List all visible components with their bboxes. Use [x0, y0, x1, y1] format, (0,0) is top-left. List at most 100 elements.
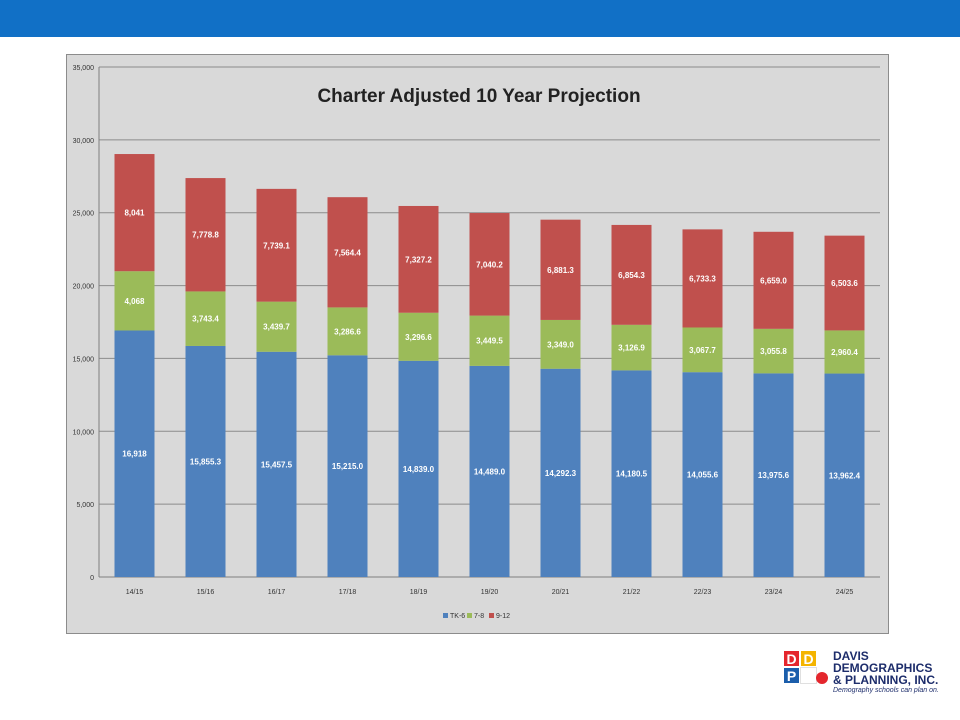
bar-tk-6 [185, 345, 226, 577]
data-label: 3,286.6 [334, 327, 361, 336]
data-label: 7,040.2 [476, 260, 503, 269]
bar-9-12 [753, 231, 794, 329]
bar-7-8 [256, 301, 297, 352]
bar-9-12 [469, 213, 510, 316]
legend-swatch [467, 613, 472, 618]
x-tick-label: 24/25 [836, 589, 854, 596]
data-label: 8,041 [124, 209, 145, 218]
data-label: 3,055.8 [760, 347, 787, 356]
bar-9-12 [256, 188, 297, 302]
logo-tile-p: P [783, 667, 800, 684]
bar-7-8 [114, 271, 155, 331]
y-tick-label: 10,000 [73, 429, 95, 436]
data-label: 14,180.5 [616, 470, 648, 479]
logo-line-2: DEMOGRAPHICS [833, 661, 933, 675]
bar-tk-6 [327, 355, 368, 577]
bar-9-12 [327, 197, 368, 308]
bar-tk-6 [824, 373, 865, 577]
data-label: 7,739.1 [263, 241, 290, 250]
legend-label: 7-8 [474, 613, 484, 620]
data-label: 16,918 [122, 450, 147, 459]
bar-7-8 [398, 312, 439, 361]
x-tick-label: 18/19 [410, 589, 428, 596]
bar-9-12 [682, 229, 723, 328]
data-label: 6,659.0 [760, 276, 787, 285]
data-label: 13,962.4 [829, 471, 861, 480]
apple-icon [816, 672, 828, 684]
y-tick-label: 5,000 [76, 502, 94, 509]
legend-label: TK-6 [450, 613, 465, 620]
data-label: 3,449.5 [476, 337, 503, 346]
y-tick-label: 30,000 [73, 138, 95, 145]
data-label: 15,457.5 [261, 460, 293, 469]
bar-tk-6 [398, 360, 439, 577]
data-label: 6,881.3 [547, 266, 574, 275]
bar-7-8 [824, 330, 865, 374]
x-tick-label: 14/15 [126, 589, 144, 596]
data-label: 2,960.4 [831, 348, 858, 357]
logo-tagline: Demography schools can plan on. [833, 687, 939, 694]
bar-9-12 [611, 224, 652, 325]
bar-tk-6 [611, 370, 652, 577]
bar-7-8 [327, 307, 368, 356]
data-label: 13,975.6 [758, 471, 790, 480]
y-tick-label: 25,000 [73, 211, 95, 218]
logo-tile-d1: D [783, 650, 800, 667]
bar-7-8 [682, 327, 723, 373]
legend-swatch [489, 613, 494, 618]
bar-tk-6 [114, 330, 155, 577]
y-tick-label: 15,000 [73, 356, 95, 363]
x-tick-label: 23/24 [765, 589, 783, 596]
data-label: 6,854.3 [618, 271, 645, 280]
data-label: 7,564.4 [334, 248, 361, 257]
bar-9-12 [824, 235, 865, 331]
chart-panel: 0 5,000 10,000 15,000 20,000 25,000 30,000 35,0… [66, 54, 889, 634]
logo-line-1: DAVIS [833, 649, 869, 663]
bar-9-12 [540, 219, 581, 320]
data-label: 3,067.7 [689, 346, 716, 355]
data-label: 15,855.3 [190, 457, 222, 466]
bar-9-12 [398, 205, 439, 313]
data-label: 7,778.8 [192, 231, 219, 240]
x-tick-label: 21/22 [623, 589, 641, 596]
y-tick-label: 35,000 [73, 65, 95, 72]
data-label: 14,292.3 [545, 469, 577, 478]
bar-7-8 [469, 315, 510, 366]
x-tick-label: 19/20 [481, 589, 499, 596]
data-label: 14,489.0 [474, 467, 506, 476]
y-tick-label: 20,000 [73, 284, 95, 291]
data-label: 7,327.2 [405, 255, 432, 264]
bar-tk-6 [682, 372, 723, 577]
data-label: 3,743.4 [192, 315, 219, 324]
x-tick-label: 16/17 [268, 589, 286, 596]
x-tick-label: 15/16 [197, 589, 215, 596]
x-tick-label: 17/18 [339, 589, 357, 596]
chart-title: Charter Adjusted 10 Year Projection [317, 86, 640, 107]
legend-label: 9-12 [496, 613, 510, 620]
logo-wordmark: DAVIS DEMOGRAPHICS & PLANNING, INC. Demo… [833, 650, 953, 695]
bar-tk-6 [540, 368, 581, 577]
bar-tk-6 [753, 373, 794, 577]
logo-tile-d2: D [800, 650, 817, 667]
bar-7-8 [540, 319, 581, 369]
data-label: 3,126.9 [618, 344, 645, 353]
x-tick-label: 22/23 [694, 589, 712, 596]
top-banner [0, 0, 960, 37]
logo-line-3: & PLANNING, INC. [833, 673, 939, 687]
bar-9-12 [185, 178, 226, 292]
data-label: 3,296.6 [405, 333, 432, 342]
bar-tk-6 [469, 365, 510, 577]
bar-9-12 [114, 154, 155, 272]
data-label: 14,839.0 [403, 465, 435, 474]
data-label: 3,439.7 [263, 323, 290, 332]
company-logo: D D P DAVIS DEMOGRAPHICS & PLANNING, INC… [783, 650, 953, 710]
data-label: 6,733.3 [689, 274, 716, 283]
x-tick-label: 20/21 [552, 589, 570, 596]
bar-tk-6 [256, 351, 297, 577]
legend-swatch [443, 613, 448, 618]
data-label: 14,055.6 [687, 471, 719, 480]
logo-tile-blank [800, 667, 817, 684]
bar-7-8 [185, 291, 226, 346]
y-tick-label: 0 [90, 575, 94, 582]
stacked-bar-chart: 0 5,000 10,000 15,000 20,000 25,000 30,000 35,0… [73, 65, 880, 620]
